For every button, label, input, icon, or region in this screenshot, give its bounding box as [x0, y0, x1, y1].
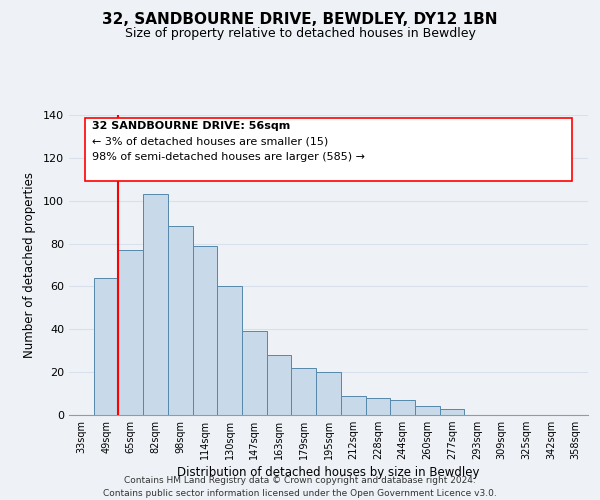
Text: ← 3% of detached houses are smaller (15): ← 3% of detached houses are smaller (15): [92, 137, 328, 147]
Y-axis label: Number of detached properties: Number of detached properties: [23, 172, 36, 358]
Text: Contains public sector information licensed under the Open Government Licence v3: Contains public sector information licen…: [103, 489, 497, 498]
Bar: [143, 194, 168, 415]
X-axis label: Distribution of detached houses by size in Bewdley: Distribution of detached houses by size …: [177, 466, 480, 479]
Bar: [217, 286, 242, 415]
Bar: [168, 226, 193, 415]
Bar: [415, 406, 440, 415]
Bar: [242, 332, 267, 415]
Bar: [341, 396, 365, 415]
Bar: [292, 368, 316, 415]
Bar: [390, 400, 415, 415]
Bar: [440, 408, 464, 415]
Bar: [365, 398, 390, 415]
Bar: [94, 278, 118, 415]
Bar: [193, 246, 217, 415]
Bar: [118, 250, 143, 415]
Bar: [267, 355, 292, 415]
Text: 32 SANDBOURNE DRIVE: 56sqm: 32 SANDBOURNE DRIVE: 56sqm: [92, 121, 290, 131]
Text: 98% of semi-detached houses are larger (585) →: 98% of semi-detached houses are larger (…: [92, 152, 365, 162]
Text: 32, SANDBOURNE DRIVE, BEWDLEY, DY12 1BN: 32, SANDBOURNE DRIVE, BEWDLEY, DY12 1BN: [102, 12, 498, 28]
Text: Size of property relative to detached houses in Bewdley: Size of property relative to detached ho…: [125, 28, 475, 40]
Bar: [316, 372, 341, 415]
Text: Contains HM Land Registry data © Crown copyright and database right 2024.: Contains HM Land Registry data © Crown c…: [124, 476, 476, 485]
